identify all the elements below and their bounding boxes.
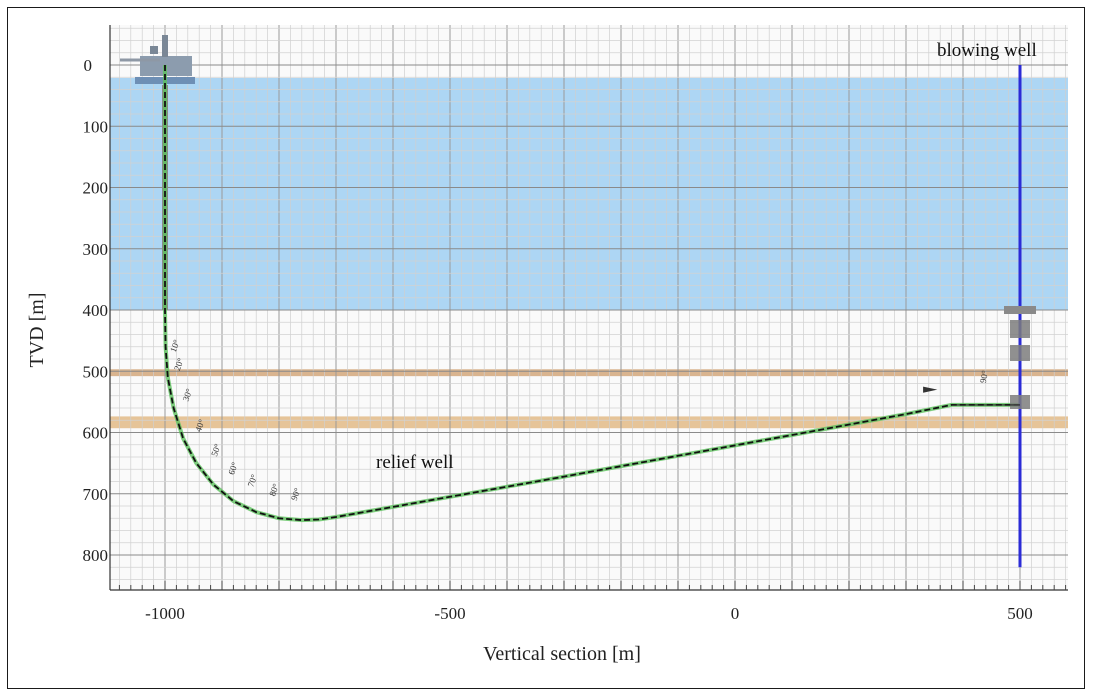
inclination-label: 30° bbox=[181, 387, 195, 403]
y-tick-label: 600 bbox=[83, 424, 109, 443]
inclination-label: 70° bbox=[246, 473, 260, 489]
y-tick-label: 100 bbox=[83, 117, 109, 136]
inclination-label: 50° bbox=[209, 442, 223, 458]
y-tick-label: 700 bbox=[83, 485, 109, 504]
inclination-label: 20° bbox=[172, 356, 186, 372]
target-inclination-label: 90° bbox=[978, 369, 990, 384]
bop-stack-2 bbox=[1010, 345, 1030, 361]
inclination-label: 10° bbox=[168, 338, 182, 354]
y-tick-label: 500 bbox=[83, 362, 109, 381]
series-relief-well-line bbox=[164, 65, 1020, 522]
grid bbox=[110, 25, 1068, 590]
y-tick-label: 800 bbox=[83, 546, 109, 565]
x-tick-label: 500 bbox=[1007, 604, 1033, 623]
annotation-relief-well: relief well bbox=[376, 452, 454, 473]
bop-stack-1 bbox=[1010, 320, 1030, 338]
formation-band-1 bbox=[110, 369, 1068, 377]
y-tick-label: 200 bbox=[83, 179, 109, 198]
blowing-well-bop-icon bbox=[1004, 306, 1036, 409]
water-layer bbox=[110, 78, 1068, 310]
y-tick-label: 300 bbox=[83, 240, 109, 259]
x-tick-label: -1000 bbox=[145, 604, 185, 623]
y-tick-label: 400 bbox=[83, 301, 109, 320]
labels: -1000 -500 0 500 0 100 200 300 400 500 600 700 800 Ve… bbox=[26, 40, 1037, 665]
bop-stack-3 bbox=[1010, 395, 1030, 409]
x-tick-label: -500 bbox=[434, 604, 465, 623]
inclination-label: 40° bbox=[193, 418, 207, 434]
rig-crane bbox=[150, 46, 158, 54]
axes bbox=[109, 25, 1068, 591]
y-tick-label: 0 bbox=[84, 56, 93, 75]
y-axis-title: TVD [m] bbox=[26, 293, 48, 368]
series-layer bbox=[120, 35, 1036, 568]
bop-wellhead bbox=[1004, 306, 1036, 314]
formation-band-2 bbox=[110, 416, 1068, 429]
target-arrow-icon bbox=[923, 386, 938, 393]
rig-derrick bbox=[162, 35, 168, 57]
inclination-label: 80° bbox=[267, 482, 281, 498]
x-tick-label: 0 bbox=[731, 604, 740, 623]
annotation-blowing-well: blowing well bbox=[937, 40, 1037, 61]
x-axis-title: Vertical section [m] bbox=[483, 643, 641, 665]
background-layers bbox=[110, 25, 1068, 590]
inclination-label: 60° bbox=[226, 460, 240, 476]
inclination-label: 90° bbox=[289, 486, 303, 502]
